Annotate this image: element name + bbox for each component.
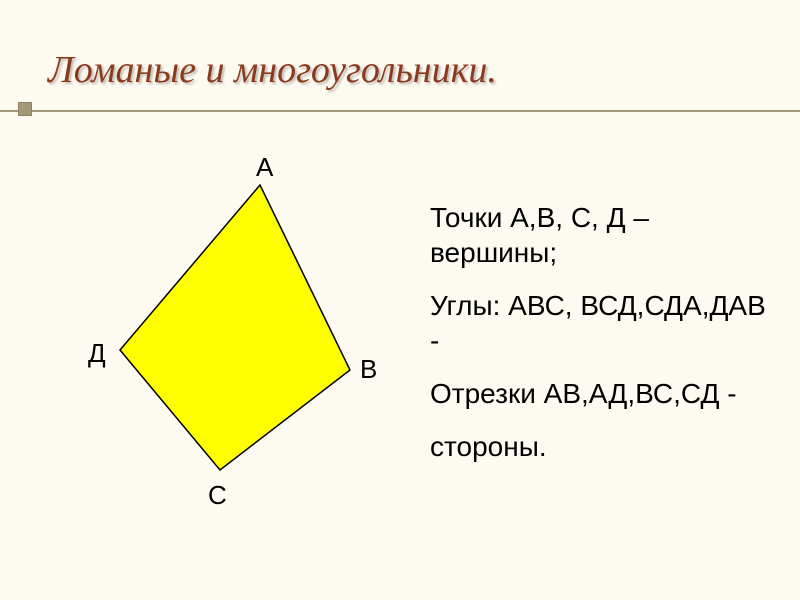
angles-line: Углы: АВС, ВСД,СДА,ДАВ - bbox=[430, 288, 770, 358]
title-divider bbox=[0, 110, 800, 112]
description-text: Точки А,В, С, Д – вершины; Углы: АВС, ВС… bbox=[430, 200, 770, 482]
polygon-shape bbox=[120, 185, 350, 470]
segments-line: Отрезки АВ,АД,ВС,СД - bbox=[430, 376, 770, 411]
note-marker-icon bbox=[18, 102, 32, 116]
vertices-line: Точки А,В, С, Д – вершины; bbox=[430, 200, 770, 270]
vertex-label-a: А bbox=[256, 152, 273, 183]
sides-line: стороны. bbox=[430, 429, 770, 464]
polygon-diagram: А В С Д bbox=[80, 150, 400, 530]
vertex-label-b: В bbox=[360, 354, 377, 385]
vertex-label-c: С bbox=[208, 480, 227, 511]
vertex-label-d: Д bbox=[88, 338, 106, 369]
slide-title: Ломаные и многоугольники. bbox=[48, 48, 497, 92]
